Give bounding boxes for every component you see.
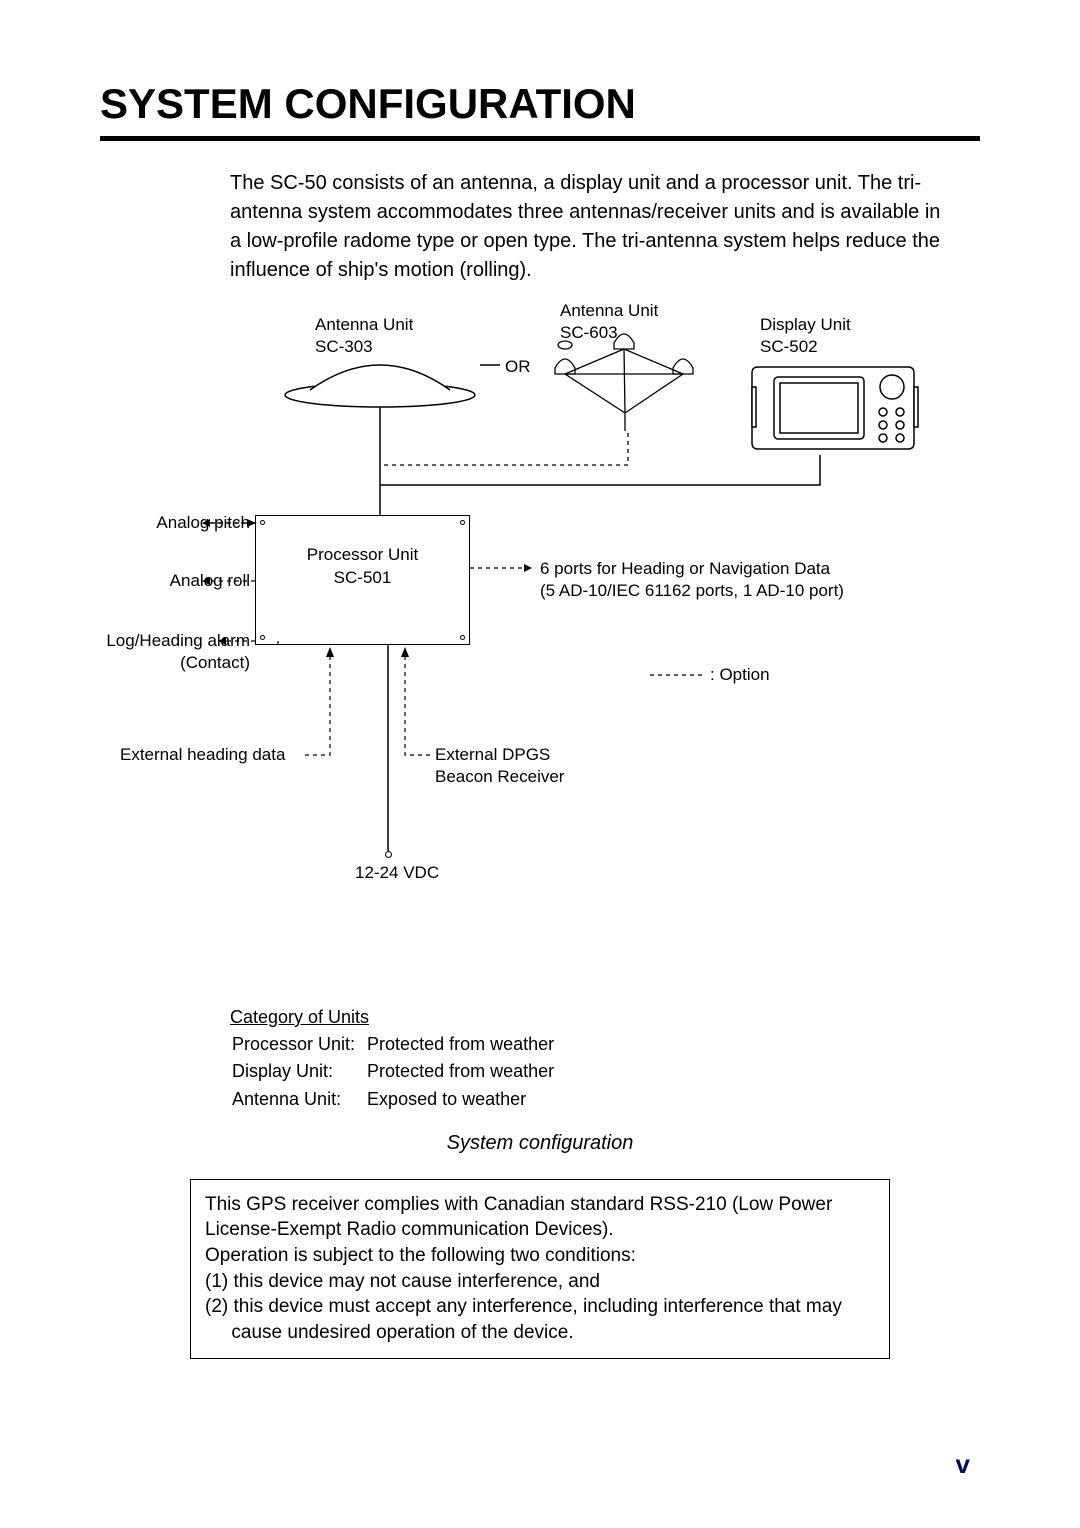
ports-label-1: 6 ports for Heading or Navigation Data: [540, 559, 830, 579]
log-alarm-label-1: Log/Heading alarm: [40, 631, 250, 651]
processor-title: Processor Unit: [256, 544, 469, 567]
antenna-603-title: Antenna Unit: [560, 301, 658, 321]
category-heading: Category of Units: [230, 1007, 369, 1027]
compliance-notice: This GPS receiver complies with Canadian…: [190, 1179, 890, 1359]
antenna-303-model: SC-303: [315, 337, 373, 357]
table-row: Antenna Unit:Exposed to weather: [232, 1087, 564, 1112]
antenna-303-icon: [280, 355, 480, 415]
ext-dpgs-label-1: External DPGS: [435, 745, 550, 765]
ext-dpgs-label-2: Beacon Receiver: [435, 767, 564, 787]
antenna-303-title: Antenna Unit: [315, 315, 413, 335]
power-label: 12-24 VDC: [355, 863, 439, 883]
system-diagram: Antenna Unit SC-303 Antenna Unit SC-603 …: [100, 315, 980, 995]
category-block: Category of Units Processor Unit:Protect…: [230, 1005, 980, 1114]
diagram-caption: System configuration: [100, 1132, 980, 1155]
page-number: v: [956, 1449, 970, 1480]
page-title: SYSTEM CONFIGURATION: [100, 80, 980, 128]
ext-heading-label: External heading data: [120, 745, 285, 765]
display-model: SC-502: [760, 337, 818, 357]
antenna-603-icon: [545, 333, 715, 443]
notice-line: cause undesired operation of the device.: [205, 1320, 875, 1346]
analog-pitch-label: Analog pitch: [80, 513, 250, 533]
display-title: Display Unit: [760, 315, 851, 335]
ports-label-2: (5 AD-10/IEC 61162 ports, 1 AD-10 port): [540, 581, 844, 601]
category-table: Processor Unit:Protected from weather Di…: [230, 1030, 566, 1114]
display-unit-icon: [750, 357, 920, 457]
table-row: Display Unit:Protected from weather: [232, 1059, 564, 1084]
intro-text: The SC-50 consists of an antenna, a disp…: [230, 169, 950, 285]
notice-line: Operation is subject to the following tw…: [205, 1243, 875, 1269]
processor-box: Processor Unit SC-501: [255, 515, 470, 645]
log-alarm-label-2: (Contact): [40, 653, 250, 673]
table-row: Processor Unit:Protected from weather: [232, 1032, 564, 1057]
option-legend: : Option: [710, 665, 770, 685]
notice-line: (2) this device must accept any interfer…: [205, 1294, 875, 1320]
analog-roll-label: Analog roll: [80, 571, 250, 591]
notice-line: (1) this device may not cause interferen…: [205, 1269, 875, 1295]
title-rule: [100, 136, 980, 141]
notice-line: This GPS receiver complies with Canadian…: [205, 1192, 875, 1243]
or-label: OR: [505, 357, 531, 377]
processor-model: SC-501: [256, 567, 469, 590]
